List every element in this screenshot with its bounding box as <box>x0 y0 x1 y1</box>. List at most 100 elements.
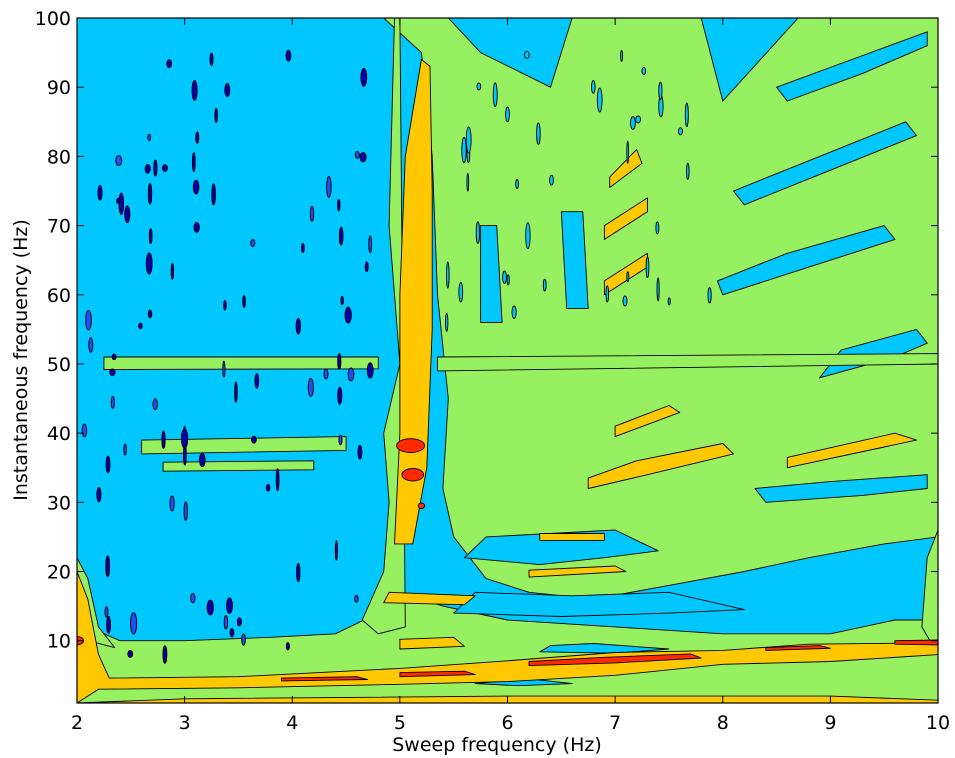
contour-region <box>622 295 628 307</box>
contour-region <box>344 306 352 324</box>
y-tick-label: 60 <box>47 285 71 307</box>
y-tick-label: 50 <box>47 354 71 376</box>
contour-region <box>214 108 218 123</box>
contour-region <box>733 121 917 206</box>
contour-region <box>209 52 214 67</box>
contour-region <box>309 205 315 222</box>
contour-region <box>401 468 425 482</box>
contour-region <box>242 294 246 308</box>
contour-region <box>301 242 305 254</box>
contour-region <box>169 495 175 512</box>
contour-region <box>776 31 928 102</box>
contour-region <box>105 555 111 578</box>
y-tick-label: 70 <box>47 216 71 238</box>
contour-region <box>453 591 745 617</box>
contour-region <box>162 164 168 172</box>
contour-region <box>191 79 198 101</box>
contour-region <box>285 49 292 62</box>
contour-region <box>539 643 670 654</box>
contour-region <box>560 211 589 310</box>
contour-region <box>109 368 116 376</box>
contour-region <box>250 239 256 247</box>
contour-region <box>525 222 531 250</box>
contour-region <box>658 81 663 100</box>
contour-region <box>104 606 109 618</box>
contour-region <box>626 140 630 164</box>
contour-region <box>211 183 216 206</box>
contour-region <box>603 197 648 240</box>
contour-region <box>506 274 510 286</box>
contour-region <box>147 183 153 205</box>
contour-region <box>511 305 517 319</box>
contour-region <box>492 82 498 108</box>
contour-region <box>326 176 332 198</box>
contour-region <box>446 261 450 289</box>
contour-region <box>190 593 196 604</box>
contour-region <box>192 179 200 195</box>
contour-region <box>180 428 189 449</box>
contour-region <box>148 228 153 244</box>
contour-region <box>686 162 690 180</box>
contour-region <box>394 59 433 545</box>
contour-region <box>127 650 134 658</box>
contour-region <box>191 152 196 172</box>
contour-region <box>170 262 175 280</box>
contour-region <box>223 614 229 630</box>
contour-region <box>337 353 342 370</box>
y-tick-label: 10 <box>47 631 71 653</box>
contour-region <box>85 309 92 331</box>
contour-region <box>337 198 341 212</box>
contour-region <box>338 434 343 446</box>
contour-region <box>307 377 314 398</box>
contour-region <box>241 633 246 646</box>
contour-region <box>655 221 660 235</box>
x-tick-label: 4 <box>286 712 298 734</box>
contour-region <box>635 115 641 124</box>
contour-region <box>587 443 734 489</box>
y-tick-label: 30 <box>47 492 71 514</box>
contour-region <box>366 362 374 379</box>
contour-region <box>206 599 214 616</box>
contour-region <box>354 150 360 159</box>
contour-region <box>110 395 115 409</box>
contour-region <box>630 116 636 130</box>
contour-region <box>523 50 530 59</box>
contour-region <box>515 179 519 189</box>
contour-region <box>528 565 627 578</box>
contour-region <box>609 149 643 188</box>
x-axis-title: Sweep frequency (Hz) <box>392 734 602 756</box>
contour-region <box>229 627 235 638</box>
contour-region <box>399 670 476 678</box>
x-tick-label: 6 <box>501 712 513 734</box>
contour-region <box>539 533 605 541</box>
contour-region <box>368 235 373 254</box>
contour-region <box>118 192 125 215</box>
contour-region <box>417 502 426 510</box>
contour-region <box>147 133 152 141</box>
contour-region <box>153 159 158 177</box>
contour-region <box>323 368 329 380</box>
x-tick-label: 7 <box>609 712 621 734</box>
contour-region <box>145 252 153 275</box>
contour-region <box>364 261 369 273</box>
contour-region <box>461 136 467 164</box>
contour-region <box>251 435 257 444</box>
contour-region <box>437 353 938 372</box>
contour-region <box>144 163 151 174</box>
contour-region <box>361 18 406 635</box>
contour-region <box>591 80 596 94</box>
contour-region <box>399 636 465 650</box>
contour-region <box>528 653 702 667</box>
contour-region <box>596 87 603 113</box>
y-tick-label: 20 <box>47 562 71 584</box>
contour-region <box>605 285 610 303</box>
x-tick-label: 2 <box>71 712 83 734</box>
contour-region <box>123 443 127 456</box>
contour-region <box>130 612 138 635</box>
contour-region <box>476 82 482 91</box>
x-tick-label: 10 <box>926 712 950 734</box>
contour-region <box>77 571 938 703</box>
contour-region <box>152 398 158 411</box>
contour-region <box>465 126 472 154</box>
